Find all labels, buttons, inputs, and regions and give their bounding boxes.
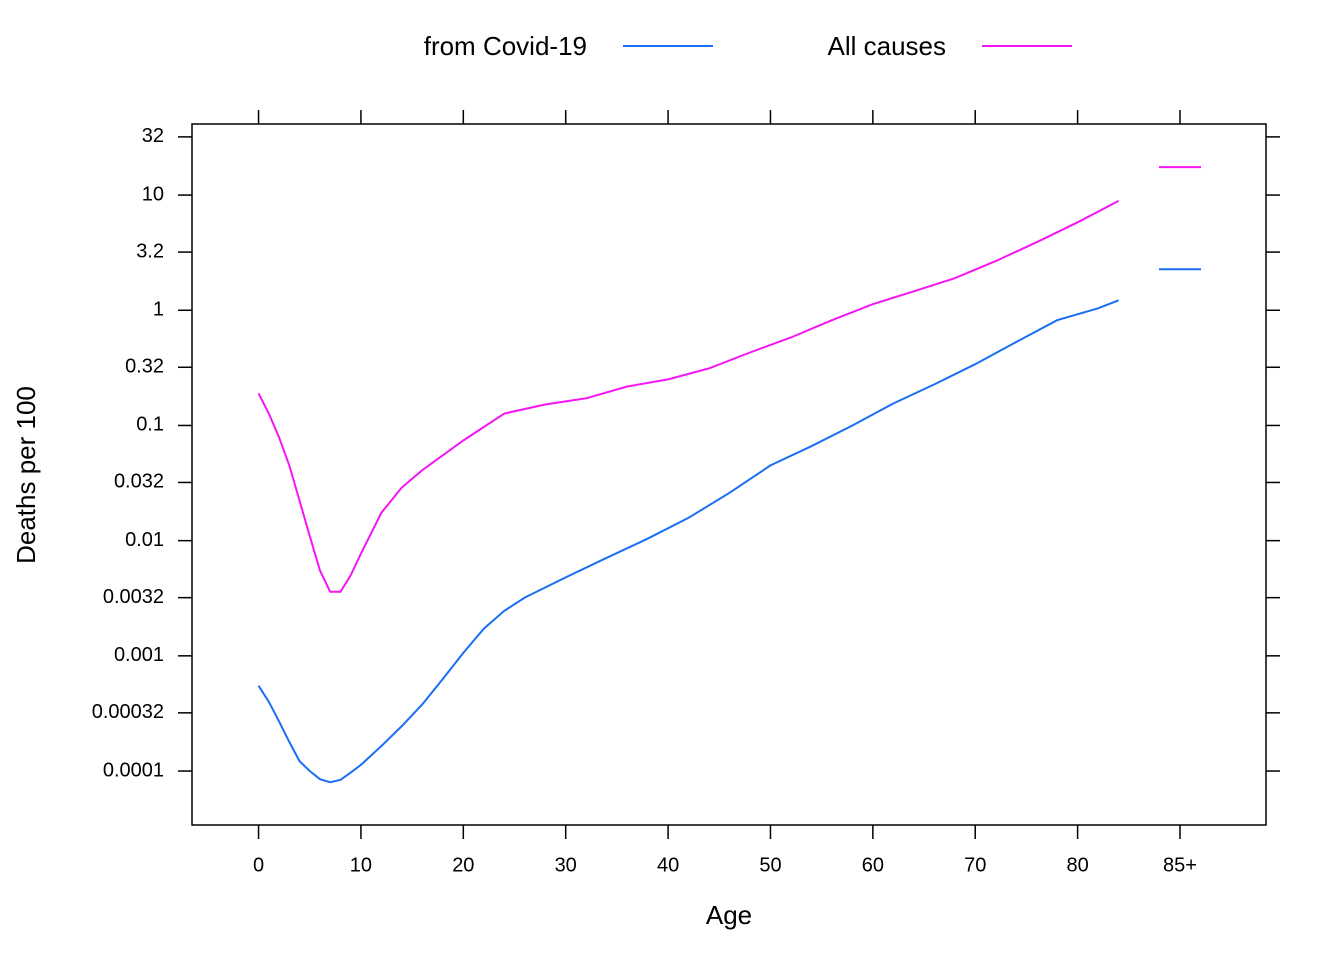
y-axis-title: Deaths per 100 (11, 386, 41, 564)
y-tick-label: 0.00032 (92, 701, 164, 723)
series-line (257, 200, 1120, 593)
y-tick-label: 3.2 (136, 240, 164, 262)
y-tick-label: 0.0032 (103, 586, 164, 608)
x-tick-label: 40 (657, 854, 679, 876)
x-tick-label: 20 (452, 854, 474, 876)
legend-label: from Covid-19 (424, 31, 587, 61)
x-tick-label: 10 (350, 854, 372, 876)
x-tick-label: 85+ (1163, 854, 1197, 876)
x-tick-label: 0 (253, 854, 264, 876)
x-tick-label: 70 (964, 854, 986, 876)
y-tick-label: 0.001 (114, 644, 164, 666)
x-tick-label: 80 (1066, 854, 1088, 876)
plot-frame (191, 123, 1267, 826)
y-tick-label: 0.0001 (103, 759, 164, 781)
y-tick-label: 0.032 (114, 471, 164, 493)
x-tick-label: 50 (759, 854, 781, 876)
y-tick-label: 1 (153, 299, 164, 321)
legend-label: All causes (828, 31, 947, 61)
x-axis-title: Age (706, 900, 752, 930)
x-tick-label: 30 (555, 854, 577, 876)
series-line (257, 299, 1119, 784)
y-tick-label: 0.01 (125, 529, 164, 551)
y-tick-label: 32 (142, 125, 164, 147)
y-tick-label: 0.32 (125, 356, 164, 378)
x-tick-label: 60 (862, 854, 884, 876)
y-tick-label: 0.1 (136, 414, 164, 436)
y-tick-label: 10 (142, 183, 164, 205)
